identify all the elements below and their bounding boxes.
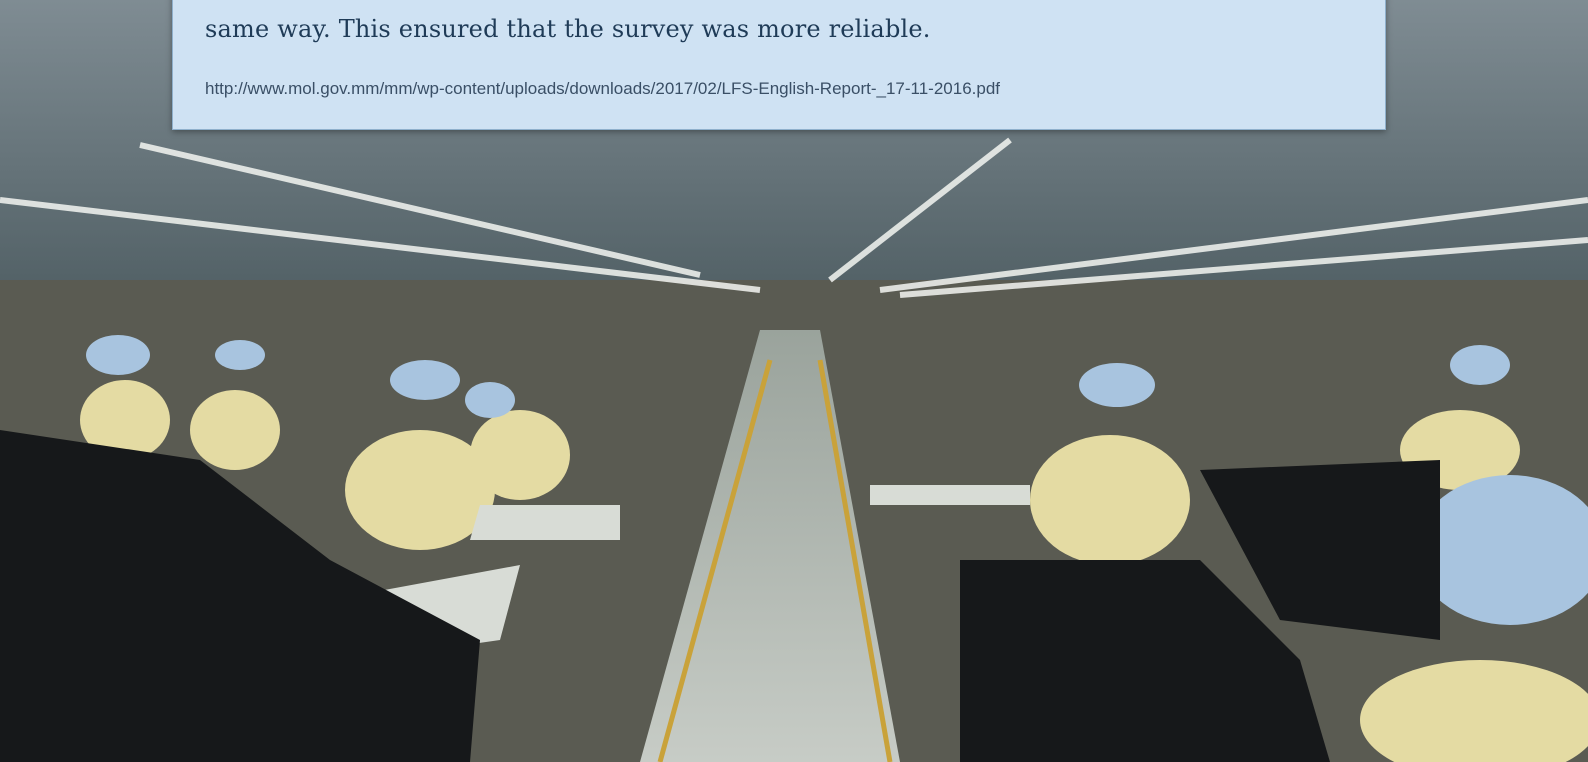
caps (86, 335, 1588, 625)
paragraph: same way. This ensured that the survey w… (205, 15, 931, 43)
source-url: http://www.mol.gov.mm/mm/wp-content/uplo… (205, 79, 1000, 98)
garments (0, 430, 1440, 762)
aisle-line (817, 359, 893, 762)
workers (80, 380, 1588, 762)
ceiling-lights (0, 137, 1588, 298)
aisle-line (657, 359, 773, 762)
text-box: same way. This ensured that the survey w… (172, 0, 1386, 130)
